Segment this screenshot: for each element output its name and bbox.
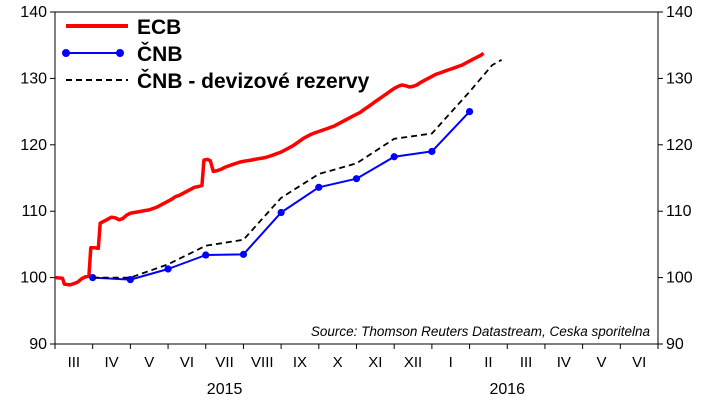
x-tick-label: XII [404, 354, 422, 371]
series-layer [54, 51, 503, 287]
x-tick-label: X [333, 354, 343, 371]
y-tick-label-right: 130 [666, 70, 693, 87]
y-tick-label-right: 100 [666, 270, 693, 287]
y-tick-label-right: 120 [666, 137, 693, 154]
legend-label-reserves: ČNB - devizové rezervy [137, 69, 370, 93]
x-tick-label: III [68, 354, 81, 371]
cnb-point [390, 153, 398, 161]
x-tick-label: VIII [251, 354, 274, 371]
cnb-point [315, 183, 323, 191]
y-tick-label-left: 90 [29, 336, 47, 353]
y-tick-label-right: 110 [666, 203, 692, 220]
year-label: 2015 [207, 381, 243, 398]
legend-label-cnb: ČNB [137, 42, 183, 66]
series-line-ecb [54, 51, 485, 287]
x-tick-label: V [144, 354, 154, 371]
y-tick-label-right: 90 [666, 336, 684, 353]
x-tick-label: IV [104, 354, 118, 371]
x-tick-label: VI [180, 354, 194, 371]
cnb-point [465, 108, 474, 116]
cnb-point [239, 250, 248, 258]
legend-label-ecb: ECB [137, 16, 181, 39]
legend-marker-cnb-right [116, 49, 124, 57]
x-tick-label: IX [293, 354, 307, 371]
legend-marker-cnb-left [62, 49, 70, 57]
cnb-point [352, 175, 361, 183]
cnb-point [164, 265, 172, 273]
y-tick-label-left: 120 [20, 137, 47, 154]
x-tick-label: XI [368, 354, 382, 371]
x-tick-label: II [484, 354, 492, 371]
y-tick-label-right: 140 [666, 4, 693, 21]
x-tick-label: III [520, 354, 533, 371]
cnb-point [277, 208, 285, 217]
source-note: Source: Thomson Reuters Datastream, Cesk… [311, 324, 651, 339]
cnb-point [89, 274, 97, 282]
y-tick-label-left: 100 [20, 270, 47, 287]
x-tick-label: VI [632, 354, 646, 371]
y-tick-label-left: 110 [21, 203, 47, 220]
year-label: 2016 [489, 381, 525, 398]
cnb-point [428, 147, 436, 156]
y-tick-label-left: 130 [20, 70, 47, 87]
x-tick-label: I [449, 354, 453, 371]
x-tick-label: IV [557, 354, 571, 371]
x-tick-label: VII [215, 354, 233, 371]
cnb-point [202, 251, 210, 259]
legend: ECB ČNB ČNB - devizové rezervy [62, 16, 370, 93]
x-tick-label: V [596, 354, 606, 371]
y-tick-label-left: 140 [20, 4, 47, 21]
